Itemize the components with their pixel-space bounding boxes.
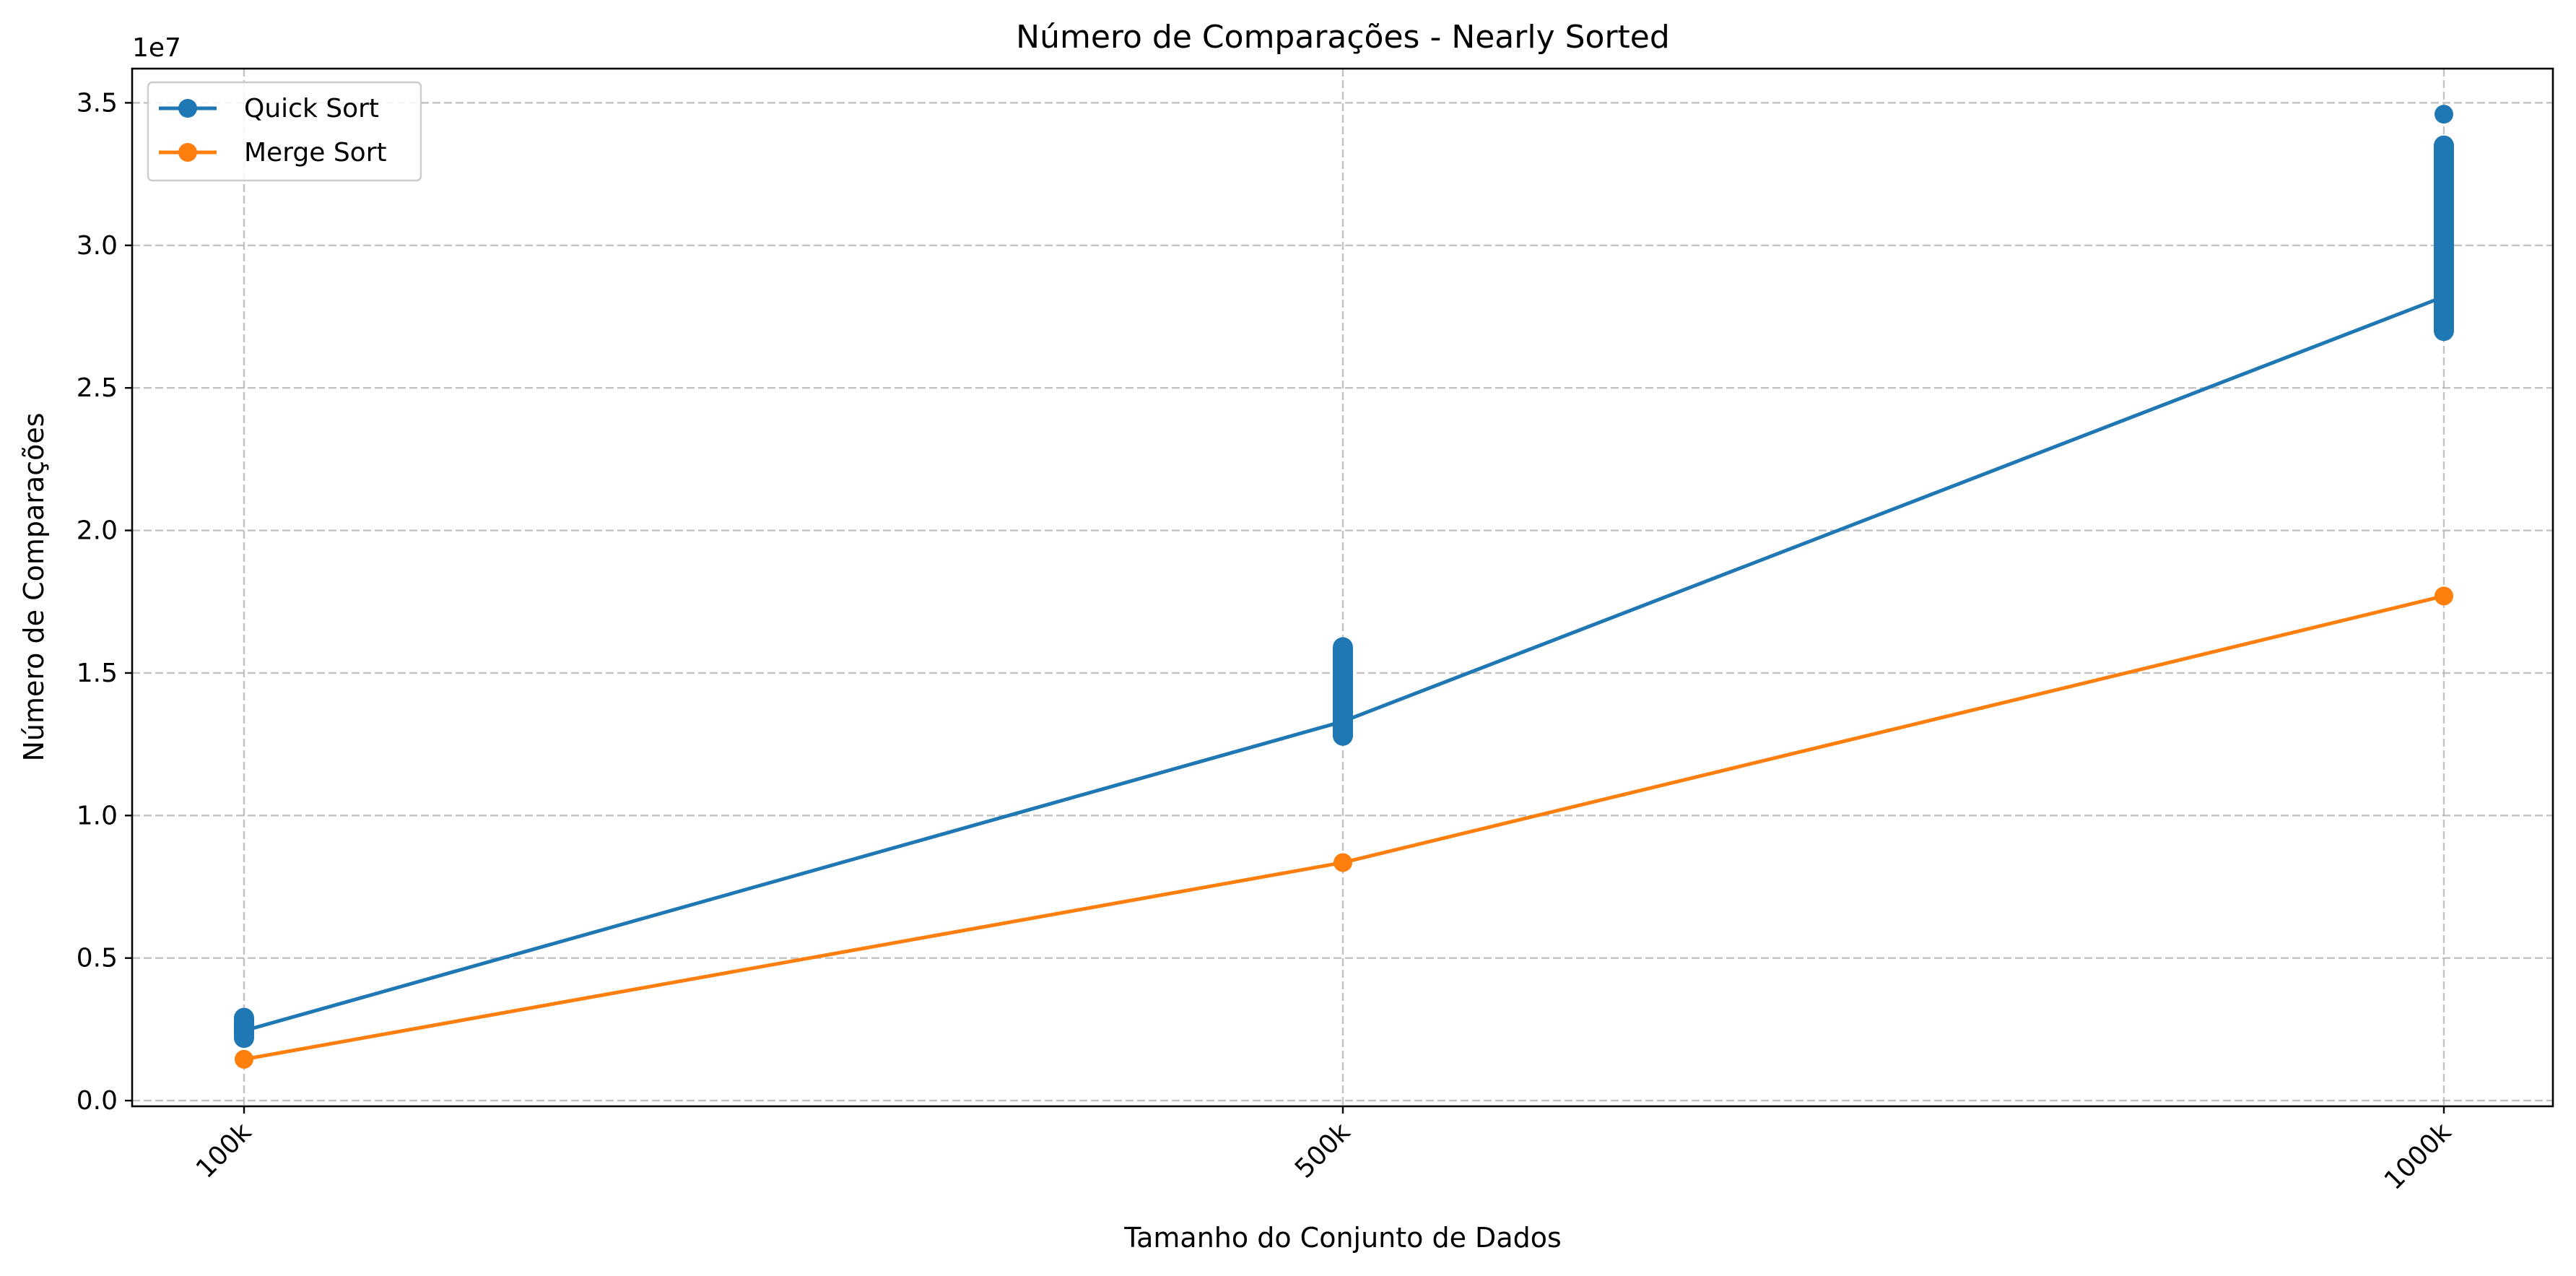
y-tick-label: 1.0 bbox=[77, 801, 118, 830]
point-merge-sort bbox=[2434, 586, 2453, 606]
series-quick-sort bbox=[234, 105, 2454, 1049]
point-merge-sort bbox=[235, 1049, 253, 1069]
point-quick-sort bbox=[2434, 287, 2453, 306]
legend-label-merge-sort: Merge Sort bbox=[244, 138, 387, 168]
grid bbox=[132, 69, 2553, 1106]
point-quick-sort bbox=[1333, 712, 1352, 732]
y-tick-label: 3.0 bbox=[77, 231, 118, 261]
chart-title: Número de Comparações - Nearly Sorted bbox=[1016, 19, 1670, 56]
legend-label-quick-sort: Quick Sort bbox=[244, 94, 379, 123]
marker-outlier-quick-sort bbox=[235, 1008, 253, 1028]
y-tick-label: 2.5 bbox=[77, 373, 118, 403]
y-tick-label: 2.0 bbox=[77, 516, 118, 546]
point-merge-sort bbox=[1333, 853, 1352, 872]
y-axis-label: Número de Comparações bbox=[18, 412, 50, 761]
x-axis-label: Tamanho do Conjunto de Dados bbox=[1123, 1222, 1562, 1254]
y-tick-label: 3.5 bbox=[77, 88, 118, 118]
marker-outlier-quick-sort bbox=[1333, 638, 1352, 657]
y-axis-offset-label: 1e7 bbox=[132, 33, 181, 63]
y-tick-label: 0.0 bbox=[77, 1086, 118, 1116]
point-quick-sort bbox=[235, 1021, 253, 1041]
plot-series bbox=[234, 105, 2454, 1069]
legend-marker-merge-sort bbox=[178, 143, 197, 162]
legend: Quick Sort Merge Sort bbox=[147, 81, 422, 182]
y-tick-label: 0.5 bbox=[77, 944, 118, 973]
legend-marker-quick-sort bbox=[178, 99, 197, 118]
series-merge-sort bbox=[235, 586, 2453, 1069]
y-tick-label: 1.5 bbox=[77, 659, 118, 688]
marker-outlier-quick-sort bbox=[2434, 105, 2453, 124]
